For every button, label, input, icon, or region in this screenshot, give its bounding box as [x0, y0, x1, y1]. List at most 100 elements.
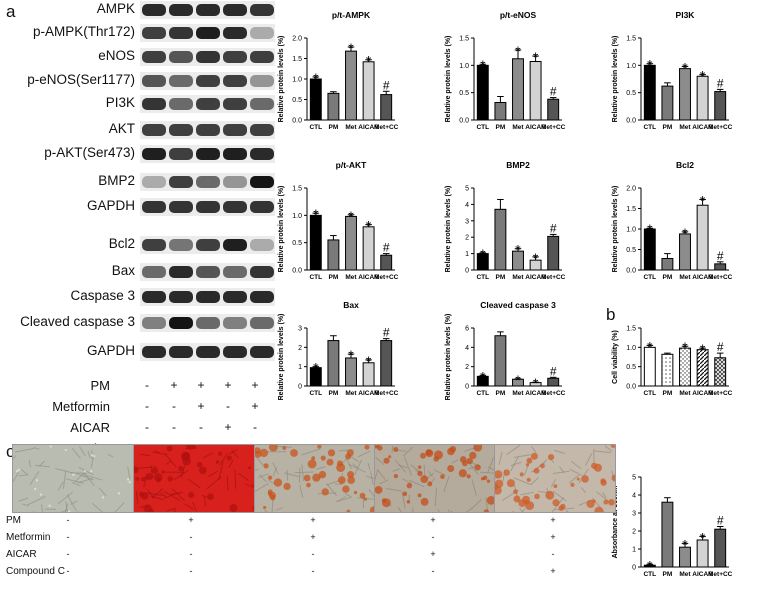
x-tick-label: CTL	[476, 390, 489, 397]
y-tick-label: 1	[632, 547, 636, 554]
y-tick-label: 0	[298, 384, 302, 391]
x-tick-label: PM	[663, 390, 673, 397]
treatment-sign: -	[226, 399, 230, 413]
blot-band	[196, 98, 220, 110]
chart-5: BMP2 Relative protein levels (%) 0 1 2 3 4 5 * CT…	[445, 160, 566, 281]
bar	[679, 68, 691, 121]
y-tick-label: 1.5	[292, 186, 302, 193]
blot-strip	[140, 145, 275, 163]
x-tick-label: AICAR	[525, 124, 546, 131]
significance-mark: #	[383, 241, 390, 255]
x-tick-label: Met+CC	[374, 274, 399, 281]
bar	[380, 340, 393, 387]
bar	[380, 94, 393, 121]
micrograph-3	[254, 444, 376, 513]
blot-band	[223, 75, 247, 87]
y-tick-label: 1.5	[626, 36, 636, 43]
blot-band	[169, 98, 193, 110]
treatment-sign: -	[189, 566, 193, 576]
chart-9: Cell viability (%) 0.0 0.5 1.0 1.5 * CTL PM * Met…	[612, 326, 733, 398]
chart-2: p/t-eNOS Relative protein levels (%) 0.0 0.…	[445, 10, 566, 131]
y-tick-label: 5	[465, 186, 469, 193]
blot-band	[196, 148, 220, 160]
y-tick-label: 6	[465, 326, 469, 333]
bar	[362, 61, 375, 121]
blot-band	[169, 239, 193, 251]
y-axis-label: Relative protein levels (%)	[278, 314, 285, 401]
x-tick-label: PM	[663, 274, 673, 281]
bar	[714, 357, 727, 387]
blot-band	[169, 75, 193, 87]
y-tick-label: 0.5	[626, 364, 636, 371]
y-tick-label: 1.0	[459, 63, 469, 70]
treatment-sign: -	[189, 549, 193, 559]
chart-title: p/t-eNOS	[500, 10, 537, 20]
chart-1: p/t-AMPK Relative protein levels (%) 0.0 0.…	[278, 10, 399, 131]
x-tick-label: Met+CC	[708, 390, 733, 397]
blot-label: Caspase 3	[70, 288, 135, 303]
treatment-sign: -	[66, 515, 70, 525]
blot-band	[250, 27, 274, 39]
y-tick-label: 1.0	[626, 345, 636, 352]
significance-mark: *	[366, 53, 372, 69]
x-tick-label: CTL	[643, 390, 656, 397]
blot-strip	[140, 173, 275, 191]
x-tick-label: Met+CC	[708, 274, 733, 281]
blot-label: GAPDH	[86, 343, 135, 358]
blot-band	[196, 51, 220, 63]
bar	[345, 215, 357, 271]
treatment-label: PM	[90, 378, 111, 393]
blot-strip	[140, 198, 275, 216]
significance-mark: *	[533, 49, 539, 65]
x-tick-label: Met+CC	[541, 390, 566, 397]
significance-mark: *	[682, 225, 688, 241]
bar	[714, 528, 727, 568]
x-tick-label: Met	[345, 390, 357, 397]
blot-band	[196, 239, 220, 251]
y-tick-label: 3	[465, 218, 469, 225]
blot-label: Cleaved caspase 3	[20, 314, 135, 329]
blot-label: PI3K	[105, 95, 135, 110]
blot-band	[223, 98, 247, 110]
y-tick-label: 0.5	[292, 97, 302, 104]
treatment-sign: +	[550, 515, 556, 525]
blot-band	[142, 148, 166, 160]
treatment-sign: +	[197, 378, 205, 392]
blot-band	[142, 346, 166, 358]
y-tick-label: 1	[465, 251, 469, 258]
chart-4: p/t-AKT Relative protein levels (%) 0.0 0.5…	[278, 160, 399, 281]
x-tick-label: PM	[663, 124, 673, 131]
y-axis-label: Absorbance at 560nm	[612, 486, 619, 559]
treatment-sign: -	[253, 420, 257, 434]
blot-strip	[140, 24, 275, 42]
significance-mark: #	[550, 85, 557, 99]
y-tick-label: 3	[632, 511, 636, 518]
y-tick-label: 0.5	[292, 240, 302, 247]
micrograph-2	[133, 444, 255, 513]
blot-band	[142, 124, 166, 136]
y-axis-label: Cell viability (%)	[612, 330, 619, 384]
y-tick-label: 0.0	[292, 118, 302, 125]
blot-band	[169, 148, 193, 160]
chart-7: Bax Relative protein levels (%) 0 1 2 3 * CTL PM…	[278, 300, 399, 400]
blot-band	[142, 98, 166, 110]
x-tick-label: AICAR	[525, 274, 546, 281]
y-tick-label: 1.0	[292, 213, 302, 220]
x-tick-label: CTL	[643, 124, 656, 131]
y-tick-label: 0.0	[626, 384, 636, 391]
chart-6: Bcl2 Relative protein levels (%) 0.0 0.5 1.0…	[612, 160, 733, 281]
bar	[547, 235, 560, 271]
blot-strip	[140, 95, 275, 113]
bar	[661, 501, 674, 568]
treatment-sign: -	[172, 420, 176, 434]
bar	[714, 91, 727, 121]
y-tick-label: 0	[465, 384, 469, 391]
blot-band	[169, 4, 193, 16]
blot-band	[196, 291, 220, 303]
treatment-label: AICAR	[6, 549, 37, 560]
y-axis-label: Relative protein levels (%)	[445, 314, 452, 401]
x-tick-label: AICAR	[692, 571, 713, 578]
chart-title: p/t-AMPK	[332, 10, 371, 20]
blot-band	[196, 75, 220, 87]
significance-mark: *	[313, 70, 319, 86]
